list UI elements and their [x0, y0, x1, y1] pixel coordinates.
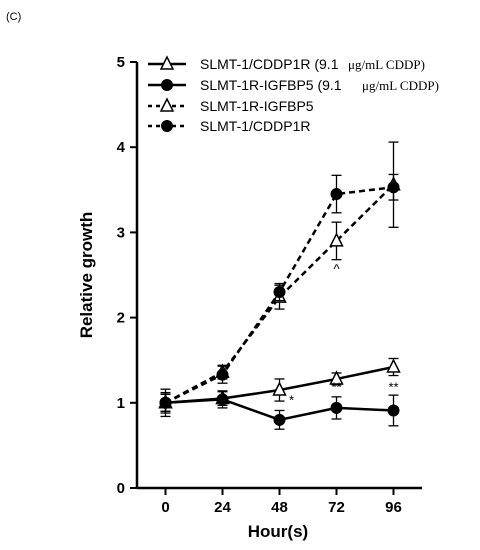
data-point [330, 188, 343, 201]
series-line [164, 183, 395, 404]
legend-label-unit: μg/mL CDDP) [348, 57, 425, 72]
series-layer [158, 141, 401, 430]
data-point [273, 286, 286, 299]
data-point [216, 368, 229, 381]
legend-label: SLMT-1/CDDP1R (9.1 [200, 56, 339, 72]
y-tick-label: 3 [117, 224, 125, 241]
data-point [272, 381, 287, 396]
y-tick-label: 2 [117, 310, 125, 327]
legend-label-unit: μg/mL CDDP) [362, 78, 439, 93]
series-1 [159, 388, 400, 430]
legend-marker [161, 79, 173, 91]
legend: SLMT-1/CDDP1R (9.1 μg/mL CDDP) SLMT-1R-IGF… [148, 55, 439, 134]
x-tick-label: 0 [161, 499, 169, 516]
data-point [159, 396, 172, 409]
x-ticks: 0 24 48 72 96 [161, 488, 402, 516]
significance-mark: ^ [333, 261, 340, 276]
legend-marker [161, 120, 173, 132]
legend-label: SLMT-1R-IGFBP5 (9.1 [200, 77, 342, 93]
data-point [386, 358, 401, 373]
legend-label: SLMT-1/CDDP1R [200, 118, 310, 134]
y-ticks: 0 1 2 3 4 5 [117, 54, 137, 497]
legend-label: SLMT-1R-IGFBP5 [200, 98, 314, 114]
legend-marker [159, 55, 175, 70]
significance-mark: ** [388, 380, 398, 395]
y-tick-label: 4 [117, 139, 126, 156]
series-2 [158, 141, 401, 412]
y-tick-label: 1 [117, 395, 125, 412]
x-tick-label: 24 [214, 499, 231, 516]
x-axis-title: Hour(s) [248, 522, 308, 541]
x-tick-label: 96 [385, 499, 402, 516]
significance-mark: * [289, 393, 294, 408]
data-point [273, 413, 286, 426]
x-tick-label: 72 [328, 499, 345, 516]
x-tick-label: 48 [271, 499, 288, 516]
series-3 [159, 173, 400, 412]
y-axis-title: Relative growth [77, 212, 96, 339]
y-tick-label: 5 [117, 54, 125, 71]
data-point [387, 404, 400, 417]
y-tick-label: 0 [117, 480, 125, 497]
annotations: *** **^ [289, 261, 399, 407]
data-point [329, 370, 344, 385]
data-point [216, 393, 229, 406]
data-point [330, 401, 343, 414]
panel-label: (C) [6, 11, 21, 23]
significance-mark: ** [331, 380, 341, 395]
legend-marker [159, 97, 175, 112]
data-point [387, 181, 400, 194]
data-point [329, 232, 344, 247]
